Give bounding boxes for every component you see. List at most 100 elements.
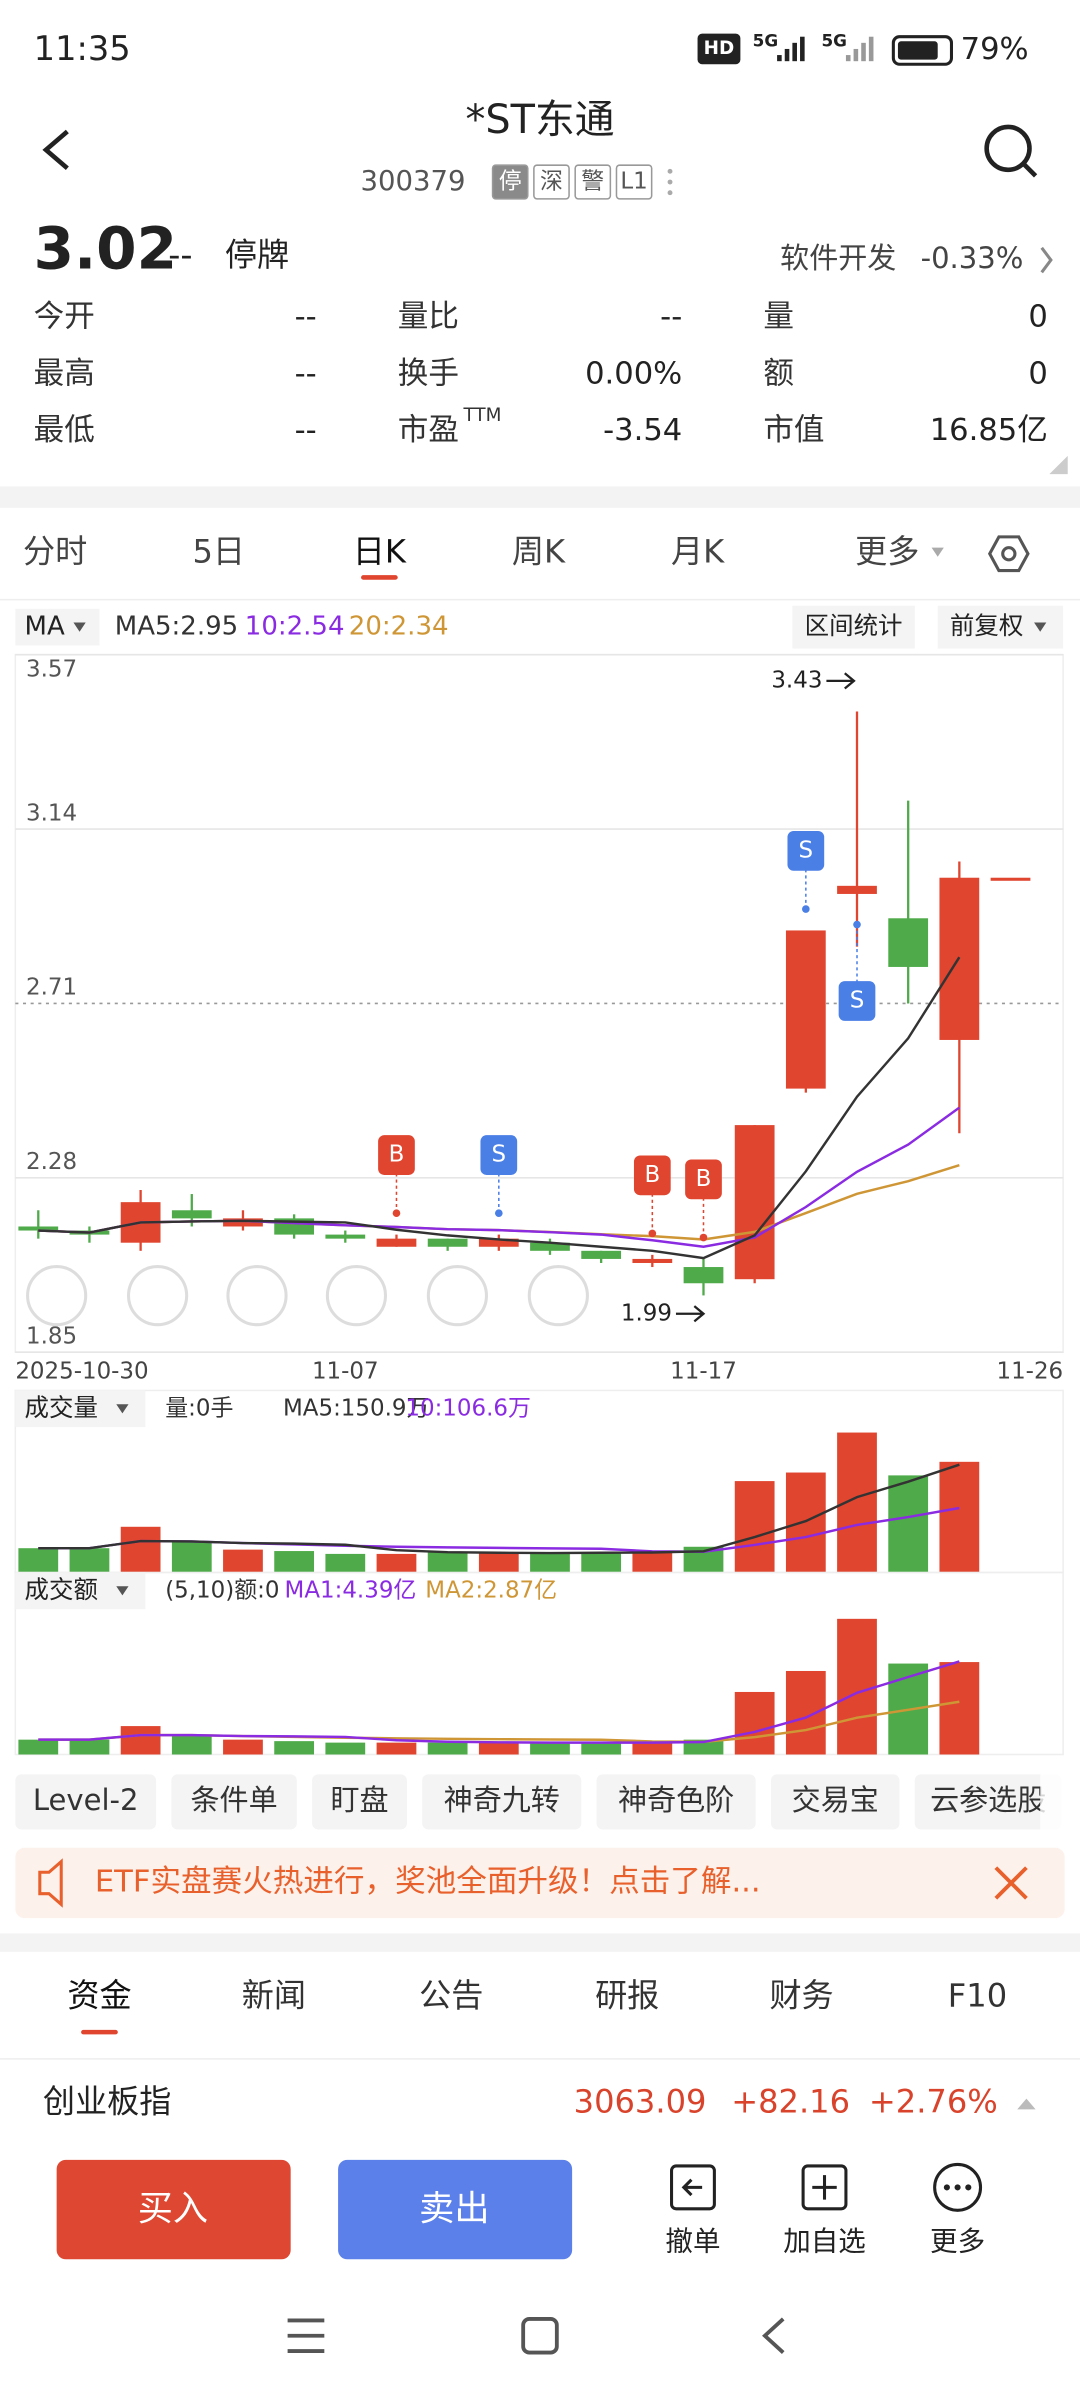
volume-bar <box>376 1553 417 1573</box>
signal-badge <box>378 1135 415 1175</box>
tool-chip[interactable] <box>914 1774 1062 1830</box>
chart-control[interactable] <box>325 1265 388 1327</box>
volume-bar <box>223 1549 263 1573</box>
candle-body <box>18 1226 59 1231</box>
sell-label[interactable]: 卖出 <box>419 2188 489 2229</box>
amount-bar <box>274 1741 315 1755</box>
section-tab[interactable]: 新闻 <box>242 1977 306 2015</box>
cancel-icon[interactable] <box>670 2164 716 2211</box>
back-icon[interactable] <box>42 129 69 171</box>
battery: 79% <box>961 32 1029 67</box>
search-icon[interactable] <box>984 124 1032 173</box>
volume-bar <box>69 1548 110 1573</box>
more-icon[interactable] <box>933 2162 983 2212</box>
amount-bar <box>69 1739 110 1755</box>
chart-tab[interactable]: 更多 <box>855 533 919 571</box>
buy-button[interactable] <box>56 2159 291 2260</box>
banner-text[interactable]: ETF实盘赛火热进行，奖池全面升级！点击了解... <box>95 1864 761 1899</box>
stat-label: 额 <box>763 356 794 391</box>
section-tab[interactable]: 资金 <box>67 1977 131 2015</box>
chart-control[interactable] <box>527 1265 589 1327</box>
ma-button-label: MA <box>25 612 65 642</box>
panel-info: MA1:4.39亿 <box>285 1577 417 1603</box>
tag-label: L1 <box>620 169 647 195</box>
expand-icon[interactable] <box>1017 2098 1036 2110</box>
amount-bar <box>632 1742 673 1755</box>
settings-icon[interactable] <box>987 535 1030 573</box>
index-change: +82.16 <box>731 2082 850 2120</box>
chevron <box>1040 246 1053 274</box>
tag-label: 警 <box>581 169 604 195</box>
chart-control[interactable] <box>26 1265 88 1327</box>
signal-dot <box>648 1229 657 1238</box>
amount-bar <box>376 1742 417 1755</box>
nav-menu[interactable] <box>287 2318 325 2353</box>
nav-back[interactable] <box>762 2317 785 2354</box>
section-tab[interactable]: 公告 <box>419 1977 483 2015</box>
chart-tab[interactable]: 分时 <box>23 533 87 571</box>
volume-bar <box>530 1552 570 1573</box>
tool-label: 交易宝 <box>792 1783 879 1817</box>
volume-bar <box>274 1551 315 1573</box>
sector[interactable]: 软件开发 <box>780 241 896 275</box>
volume-bar <box>120 1526 161 1573</box>
signal-label: S <box>850 988 865 1014</box>
nav-home[interactable] <box>521 2317 559 2355</box>
chart-tab[interactable]: 周K <box>512 533 566 571</box>
amount-bar <box>478 1742 519 1755</box>
chart-control[interactable] <box>126 1265 189 1327</box>
buy-label[interactable]: 买入 <box>138 2188 208 2229</box>
sell-button[interactable] <box>338 2159 573 2260</box>
signal-bar <box>777 55 782 62</box>
tool-chip[interactable] <box>171 1774 297 1830</box>
chart-tab[interactable]: 5日 <box>193 533 246 571</box>
panel-info: 量:0手 <box>165 1395 233 1421</box>
stock-code: 300379 <box>361 165 466 197</box>
watch-icon[interactable] <box>801 2164 848 2211</box>
signal-label: S <box>799 837 814 863</box>
stat-value: -- <box>295 413 317 448</box>
section-tab[interactable]: 财务 <box>769 1977 833 2015</box>
tool-chip[interactable] <box>15 1774 157 1830</box>
ma-button[interactable] <box>15 608 100 646</box>
hd-label: HD <box>704 38 735 59</box>
network: 5G <box>821 30 847 50</box>
tool-label: 盯盘 <box>330 1783 388 1817</box>
action-label[interactable]: 更多 <box>930 2225 985 2257</box>
x-tick-label: 11-17 <box>670 1359 737 1385</box>
tool-chip[interactable] <box>596 1774 756 1830</box>
more-icon <box>965 2184 972 2191</box>
chart-tab[interactable]: 日K <box>353 533 407 571</box>
stat-label: 市盈 <box>398 413 459 448</box>
fade <box>1040 1771 1080 1833</box>
section-tab[interactable]: F10 <box>948 1977 1007 2015</box>
tag-label: 停 <box>499 169 522 195</box>
volume-bar <box>18 1548 59 1573</box>
amount-bar <box>581 1742 622 1755</box>
tool-chip[interactable] <box>770 1774 900 1830</box>
tool-chip[interactable] <box>312 1774 407 1830</box>
ma5-label: MA5:2.95 <box>115 612 238 642</box>
section-tab[interactable]: 研报 <box>595 1977 659 2015</box>
action-label[interactable]: 加自选 <box>783 2225 866 2257</box>
signal-bar <box>861 42 866 62</box>
signal-label: B <box>644 1162 660 1188</box>
signal-badge <box>838 981 876 1021</box>
chart-control[interactable] <box>426 1265 488 1327</box>
amount-bar <box>785 1670 826 1755</box>
candle-body <box>171 1210 212 1219</box>
tool-chip[interactable] <box>422 1774 582 1830</box>
signal-label: B <box>696 1166 712 1192</box>
close-icon[interactable] <box>994 1866 1028 1900</box>
trade-state: 停牌 <box>225 236 289 274</box>
chart-tab[interactable]: 月K <box>671 533 725 571</box>
action-label[interactable]: 撤单 <box>665 2225 720 2257</box>
volume-bar <box>939 1461 980 1573</box>
chart-button[interactable] <box>792 605 915 649</box>
chart-control[interactable] <box>226 1265 288 1327</box>
tag <box>533 164 570 200</box>
amount-bar <box>734 1691 775 1755</box>
candle-body <box>223 1218 263 1227</box>
banner-bg[interactable] <box>15 1847 1065 1919</box>
